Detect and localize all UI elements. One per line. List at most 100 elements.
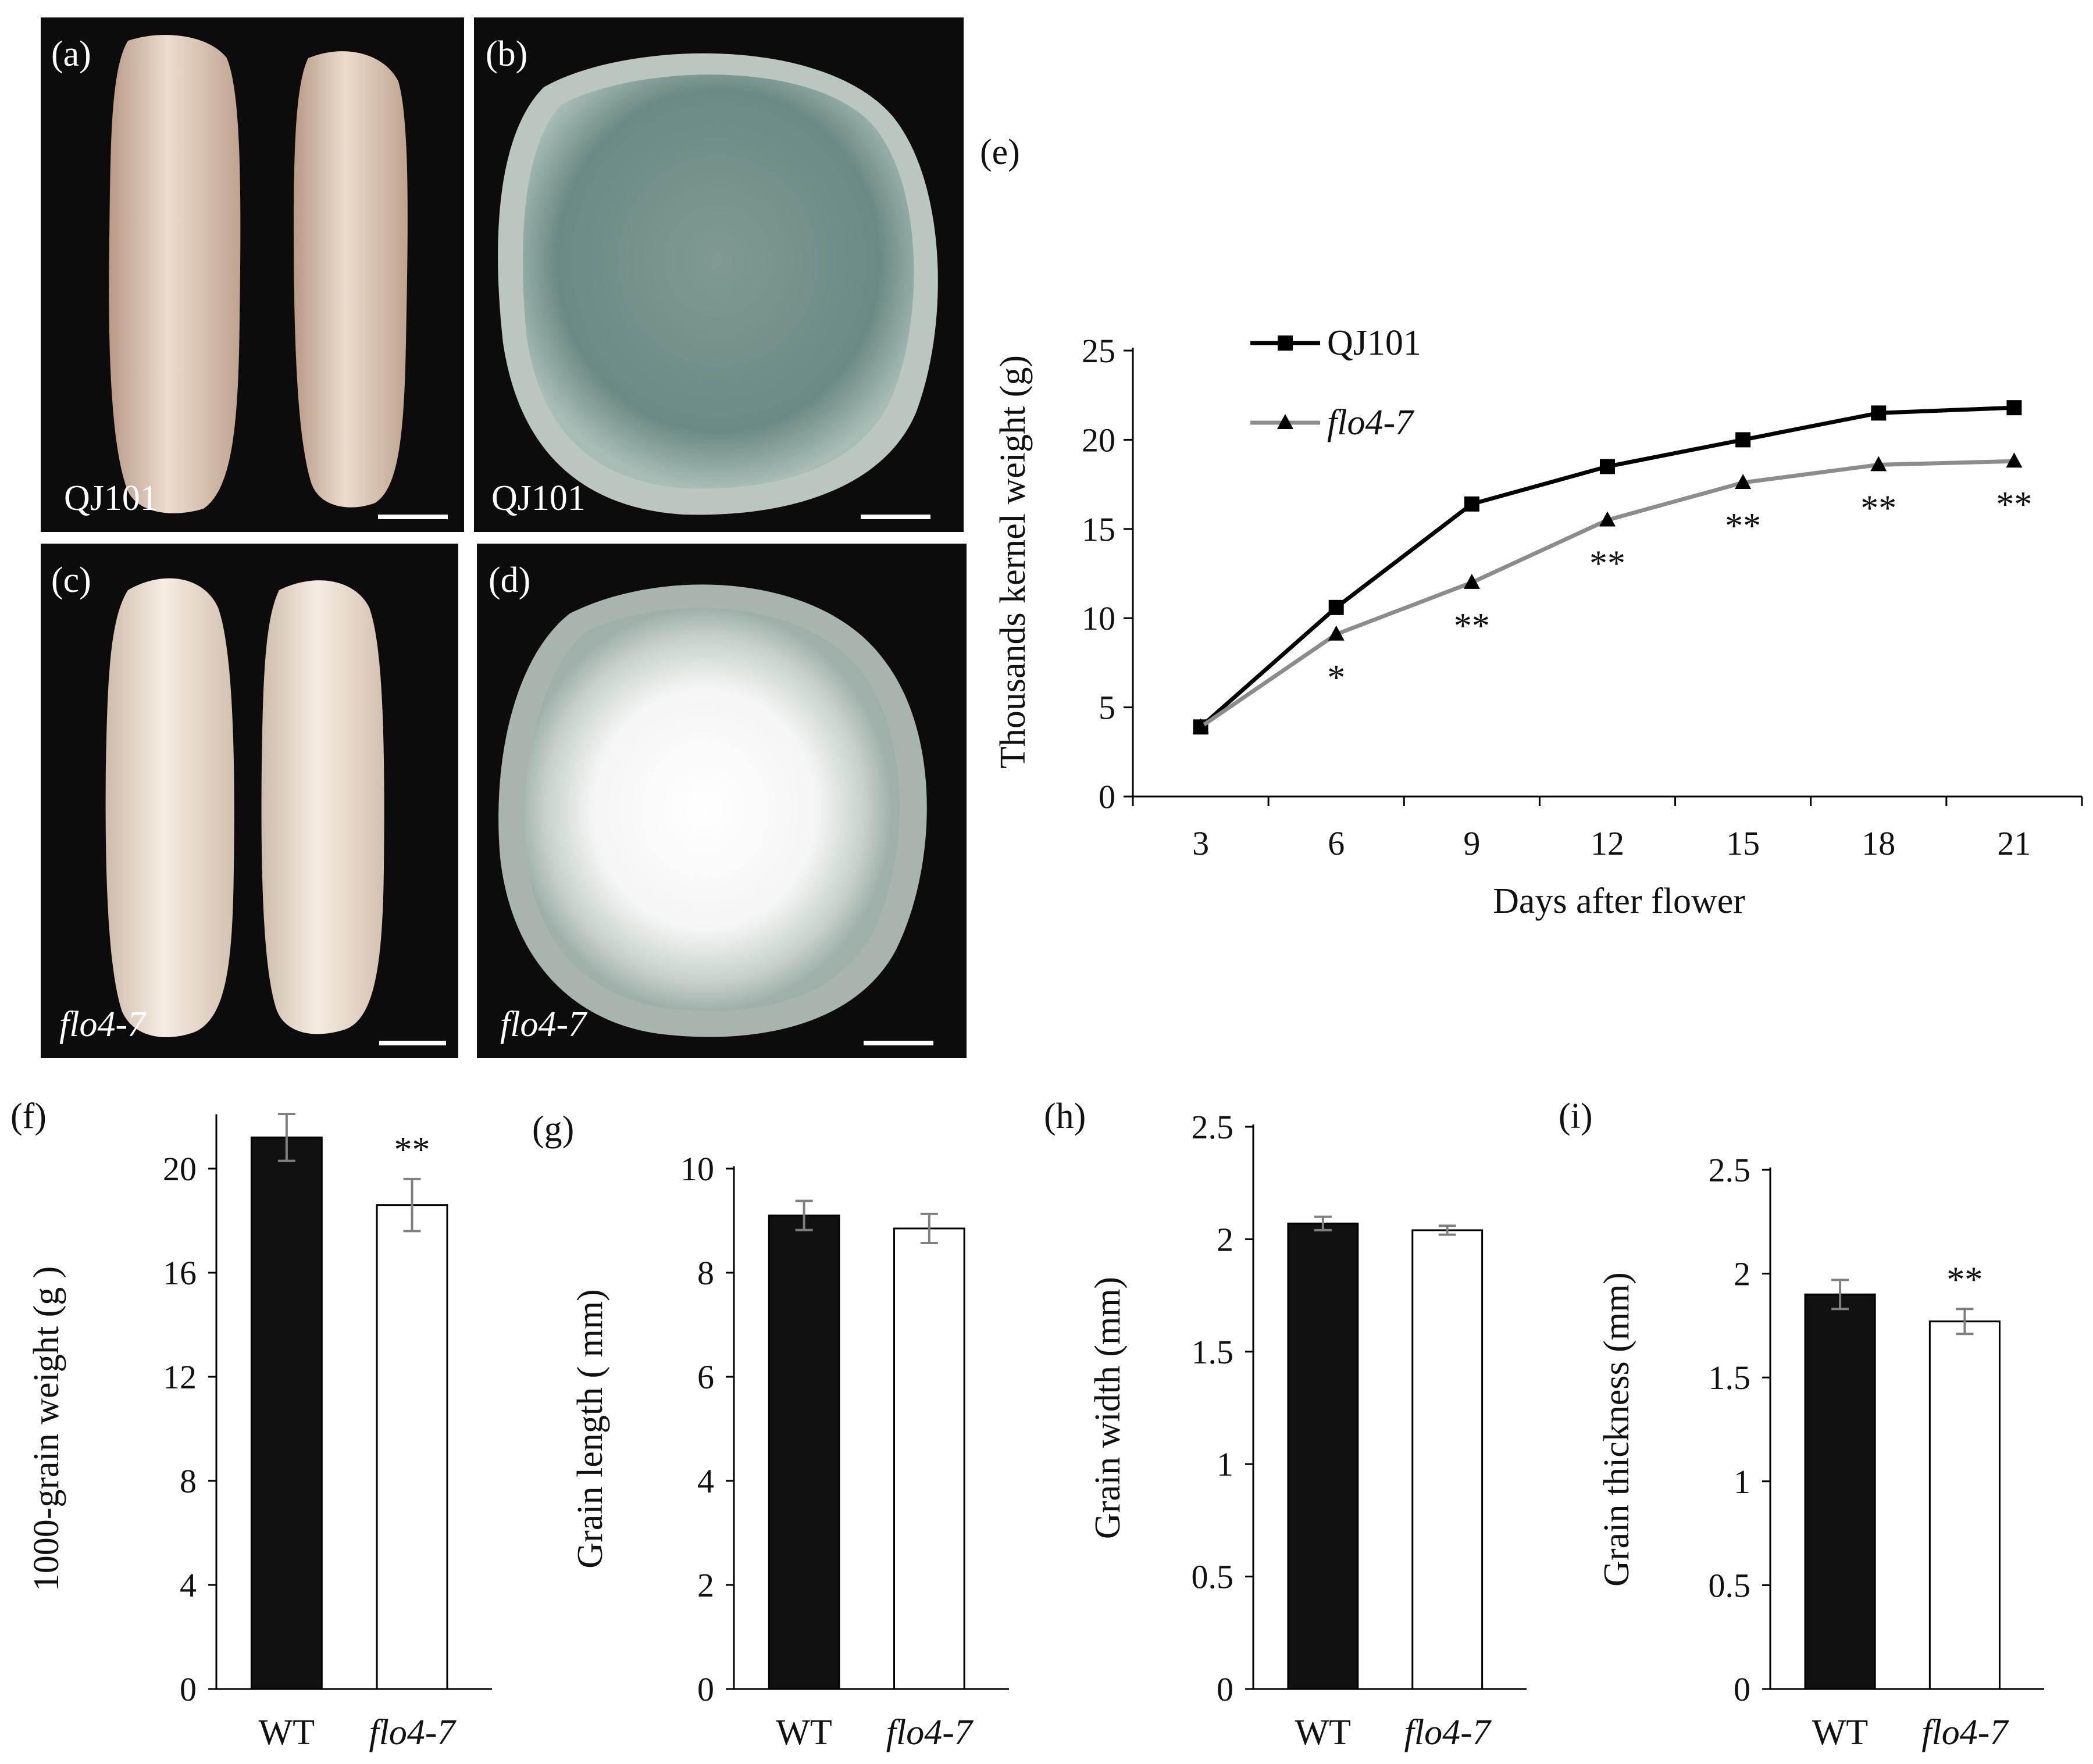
chart-h-y-tick-label: 2.5 bbox=[1192, 1108, 1234, 1146]
chart-f-significance: ** bbox=[394, 1130, 430, 1170]
panel-caption-d: flo4-7 bbox=[500, 1005, 587, 1044]
panel-label-d: (d) bbox=[489, 560, 531, 600]
legend-label-qj101: QJ101 bbox=[1327, 323, 1421, 363]
chart-e-point-flo4-7 bbox=[1599, 511, 1616, 527]
chart-h-category-label: WT bbox=[1295, 1713, 1351, 1752]
chart-e-significance: ** bbox=[1725, 506, 1761, 546]
panel-label-c: (c) bbox=[51, 560, 91, 600]
chart-i-y-axis-title: Grain thickness (mm) bbox=[1597, 1272, 1636, 1587]
legend-marker-flo4-7 bbox=[1277, 414, 1293, 429]
chart-f-y-axis-title: 1000-grain weight (g ) bbox=[27, 1266, 66, 1592]
chart-i-category-label: flo4-7 bbox=[1921, 1713, 2009, 1752]
chart-h-bar-wt bbox=[1287, 1222, 1359, 1690]
grain-cross-section-image bbox=[498, 53, 938, 515]
rice-grains-image bbox=[105, 578, 384, 1037]
chart-e-y-tick-label: 10 bbox=[1082, 599, 1115, 637]
chart-i-y-tick-label: 1 bbox=[1734, 1463, 1750, 1501]
chart-e-x-tick-label: 6 bbox=[1328, 824, 1345, 862]
chart-e-panel-label: (e) bbox=[980, 133, 1020, 172]
photo-panel-c: (c) flo4-7 bbox=[41, 544, 458, 1058]
chart-e-y-tick-label: 20 bbox=[1082, 421, 1115, 459]
chart-e-point-flo4-7 bbox=[1870, 456, 1887, 472]
scale-bar-b bbox=[861, 515, 930, 519]
chart-g-y-tick-label: 4 bbox=[697, 1462, 714, 1500]
scale-bar-c bbox=[379, 1041, 446, 1045]
panel-label-a: (a) bbox=[51, 34, 91, 74]
chart-e-point-flo4-7 bbox=[2006, 452, 2023, 468]
chart-g-y-tick-label: 8 bbox=[697, 1254, 714, 1292]
photo-panel-d: (d) flo4-7 bbox=[477, 544, 967, 1058]
rice-grains-image bbox=[109, 35, 408, 513]
panel-caption-a: QJ101 bbox=[64, 479, 158, 518]
chart-e-significance: ** bbox=[1996, 485, 2032, 524]
chart-e-x-tick-label: 3 bbox=[1192, 824, 1209, 862]
chart-f-y-tick-label: 12 bbox=[163, 1358, 197, 1396]
legend-marker-qj101 bbox=[1278, 335, 1293, 351]
chart-e-x-tick-label: 9 bbox=[1463, 824, 1480, 862]
chart-e-significance: ** bbox=[1860, 488, 1896, 528]
chart-h-y-axis-title: Grain width (mm) bbox=[1088, 1277, 1128, 1539]
panel-caption-c: flo4-7 bbox=[59, 1005, 146, 1044]
chart-e-point-qj101 bbox=[1328, 599, 1344, 615]
photo-panel-a: (a) QJ101 bbox=[41, 17, 464, 532]
chart-e-point-qj101 bbox=[1871, 405, 1887, 421]
chart-i-category-label: WT bbox=[1812, 1713, 1868, 1752]
chart-e-significance: ** bbox=[1454, 606, 1490, 646]
chart-f-y-tick-label: 16 bbox=[163, 1254, 197, 1292]
chart-g-panel-label: (g) bbox=[532, 1109, 574, 1149]
chart-e-x-tick-label: 15 bbox=[1726, 824, 1760, 862]
chart-f-panel-label: (f) bbox=[10, 1097, 47, 1136]
photo-panel-b: (b) QJ101 bbox=[474, 17, 964, 532]
chart-e-y-tick-label: 5 bbox=[1099, 689, 1115, 727]
chart-i-y-tick-label: 0 bbox=[1734, 1670, 1750, 1708]
chart-g-y-tick-label: 6 bbox=[697, 1358, 714, 1396]
chart-h-y-tick-label: 2 bbox=[1217, 1220, 1233, 1258]
chart-h-y-tick-label: 1.5 bbox=[1192, 1333, 1234, 1371]
chart-i-y-tick-label: 2.5 bbox=[1709, 1151, 1751, 1189]
chart-i-y-tick-label: 2 bbox=[1734, 1255, 1750, 1293]
scale-bar-d bbox=[864, 1041, 933, 1045]
chart-f-y-tick-label: 8 bbox=[180, 1462, 197, 1500]
chart-e-point-qj101 bbox=[1735, 432, 1751, 448]
chart-e-point-flo4-7 bbox=[1192, 718, 1209, 734]
chart-e-y-axis-title: Thousands kernel weight (g) bbox=[993, 355, 1033, 769]
chart-i-bar-flo4-7 bbox=[1928, 1320, 2001, 1690]
chart-i-significance: ** bbox=[1946, 1260, 1983, 1299]
chart-g-category-label: flo4-7 bbox=[886, 1713, 974, 1752]
chart-f-category-label: flo4-7 bbox=[369, 1713, 457, 1752]
chart-g-y-tick-label: 2 bbox=[697, 1566, 714, 1604]
panel-label-b: (b) bbox=[486, 34, 528, 74]
chart-e-point-qj101 bbox=[1600, 459, 1615, 474]
chart-e-significance: * bbox=[1327, 658, 1345, 698]
chart-i-bar-wt bbox=[1804, 1293, 1876, 1690]
chart-e-point-qj101 bbox=[1464, 496, 1479, 512]
scale-bar-a bbox=[378, 515, 448, 519]
panel-caption-b: QJ101 bbox=[491, 479, 586, 518]
chart-h-y-tick-label: 0.5 bbox=[1192, 1558, 1234, 1596]
chart-f-y-tick-label: 0 bbox=[180, 1670, 197, 1708]
chart-f-y-tick-label: 20 bbox=[163, 1150, 197, 1188]
chart-e-x-tick-label: 12 bbox=[1591, 824, 1624, 862]
chart-e-y-tick-label: 25 bbox=[1082, 332, 1115, 370]
chart-h-category-label: flo4-7 bbox=[1404, 1713, 1492, 1752]
chart-g-bar-wt bbox=[768, 1215, 840, 1690]
chart-h-y-tick-label: 0 bbox=[1217, 1670, 1233, 1708]
chart-h-bar-flo4-7 bbox=[1411, 1229, 1484, 1690]
chart-e-point-flo4-7 bbox=[1328, 625, 1345, 641]
chart-h-panel-label: (h) bbox=[1044, 1097, 1086, 1136]
chart-f-category-label: WT bbox=[259, 1713, 315, 1752]
chart-i-panel-label: (i) bbox=[1559, 1097, 1593, 1136]
chart-i-y-tick-label: 0.5 bbox=[1709, 1566, 1751, 1604]
chart-e-x-axis-title: Days after flower bbox=[1493, 881, 1745, 921]
chart-f-bar-flo4-7 bbox=[376, 1204, 448, 1690]
chart-f-bar-wt bbox=[250, 1136, 323, 1690]
chart-e-point-flo4-7 bbox=[1463, 573, 1480, 589]
chart-h-y-tick-label: 1 bbox=[1217, 1445, 1233, 1483]
chart-e-x-tick-label: 21 bbox=[1997, 824, 2031, 862]
chart-g-y-tick-label: 10 bbox=[680, 1150, 714, 1188]
chart-e-y-tick-label: 0 bbox=[1099, 778, 1115, 816]
grain-cross-section-image bbox=[498, 584, 927, 1037]
chart-g-y-axis-title: Grain length ( mm) bbox=[571, 1289, 610, 1568]
